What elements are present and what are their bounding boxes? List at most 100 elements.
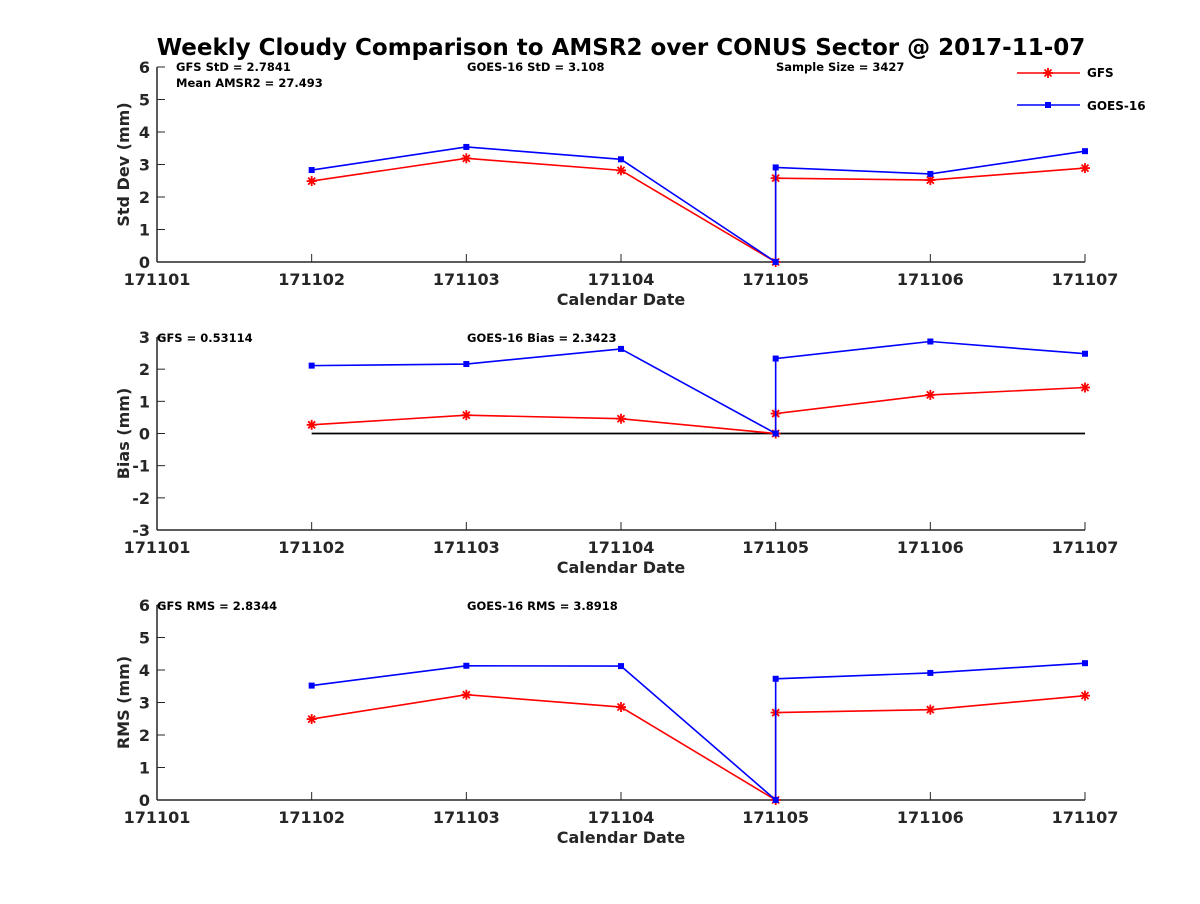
y-axis-label: Std Dev (mm) [114,102,133,226]
y-axis-label: RMS (mm) [114,656,133,749]
x-axis-label: Calendar Date [557,558,686,577]
chart-title: Weekly Cloudy Comparison to AMSR2 over C… [157,35,1086,61]
data-point-goes16 [618,156,624,163]
data-point-gfs [1080,163,1090,174]
series-line-goes16 [311,340,1086,435]
legend-gfs-marker [1043,68,1053,78]
data-point-gfs [616,165,626,176]
data-point-gfs [306,176,317,187]
x-axis-label: Calendar Date [557,290,686,309]
panel-1: 0 1 2 3 4 5 6 171101 171102 171103 171104 171105 171… [114,58,1118,309]
x-tick-label: 171106 [897,808,964,827]
data-point-goes16 [463,143,470,150]
panel-3: 0 1 2 3 4 5 6 171101 171102 171103 171104 171105 171… [114,596,1118,847]
data-point-gfs [925,704,936,715]
asterisk-marker [1043,68,1053,78]
panel-2: -3 -2 -1 0 1 2 3 171101 171102 171103 171104 171105… [114,328,1118,577]
series-line-goes16 [311,662,1086,802]
y-tick-label: 2 [139,726,150,745]
data-point-goes16 [1082,148,1088,155]
x-tick-label: 171107 [1052,270,1119,289]
data-point-goes16 [772,164,779,171]
y-tick-label: 5 [139,91,150,110]
y-tick-label: 3 [139,694,150,713]
data-point-goes16 [1082,660,1088,667]
annotation: GFS RMS = 2.8344 [157,599,277,613]
data-point-goes16 [772,797,779,803]
annotation: GOES-16 StD = 3.108 [467,60,604,74]
x-tick-label: 171104 [588,270,655,289]
data-point-goes16 [772,675,779,682]
x-tick-label: 171104 [588,538,655,557]
data-point-goes16 [308,682,315,689]
legend-gfs-label: GFS [1087,66,1114,80]
y-tick-label: 5 [139,629,150,648]
y-tick-label: 6 [139,58,150,77]
data-point-goes16 [927,170,934,177]
annotation: Mean AMSR2 = 27.493 [176,76,323,90]
data-point-goes16 [618,345,624,352]
y-tick-label: -3 [132,521,150,540]
data-point-goes16 [772,259,779,265]
data-point-goes16 [308,167,315,174]
data-point-gfs [616,413,626,424]
y-tick-label: 0 [139,425,150,444]
data-point-goes16 [772,430,779,437]
data-point-gfs [1080,382,1090,393]
data-point-goes16 [463,662,470,669]
annotation: GOES-16 Bias = 2.3423 [467,331,616,345]
x-axis-label: Calendar Date [557,828,686,847]
data-point-gfs [461,410,472,421]
y-tick-label: 6 [139,596,150,615]
annotation: GFS StD = 2.7841 [176,60,291,74]
x-tick-label: 171105 [742,808,809,827]
data-point-gfs [306,419,317,430]
data-point-gfs [925,389,936,400]
data-point-gfs [306,714,317,725]
data-point-goes16 [772,355,779,362]
y-tick-label: 2 [139,188,150,207]
data-point-goes16 [463,361,470,368]
annotation: GOES-16 RMS = 3.8918 [467,599,618,613]
x-tick-label: 171107 [1052,538,1119,557]
y-tick-label: 2 [139,360,150,379]
y-tick-label: 3 [139,328,150,347]
x-tick-label: 171104 [588,808,655,827]
y-tick-label: -1 [132,457,150,476]
x-tick-label: 171102 [278,538,345,557]
legend-goes16-label: GOES-16 [1087,99,1146,113]
y-tick-label: 0 [139,791,150,810]
y-tick-label: 1 [139,392,150,411]
y-axis-label: Bias (mm) [114,388,133,480]
x-tick-label: 171102 [278,808,345,827]
data-point-gfs [1080,690,1090,701]
data-point-goes16 [308,362,315,369]
data-point-goes16 [618,663,624,670]
x-tick-label: 171105 [742,270,809,289]
x-tick-label: 171103 [433,808,500,827]
x-tick-label: 171101 [124,270,191,289]
legend-goes16-marker [1045,102,1051,108]
data-point-gfs [616,702,626,713]
data-point-gfs [461,689,472,700]
x-tick-label: 171107 [1052,808,1119,827]
y-tick-label: 0 [139,253,150,272]
y-tick-label: -2 [132,489,150,508]
legend: GFS GOES-16 [1017,66,1146,113]
y-tick-label: 4 [139,123,150,142]
x-tick-label: 171101 [124,538,191,557]
x-tick-label: 171106 [897,270,964,289]
x-tick-label: 171102 [278,270,345,289]
x-tick-label: 171106 [897,538,964,557]
y-tick-label: 1 [139,759,150,778]
annotation: Sample Size = 3427 [776,60,904,74]
series-line-gfs [311,386,1086,435]
x-tick-label: 171103 [433,538,500,557]
x-tick-label: 171105 [742,538,809,557]
annotation: GFS = 0.53114 [157,331,253,345]
data-point-goes16 [927,669,934,676]
x-tick-label: 171101 [124,808,191,827]
data-point-goes16 [1082,350,1088,357]
series-line-gfs [311,693,1086,802]
